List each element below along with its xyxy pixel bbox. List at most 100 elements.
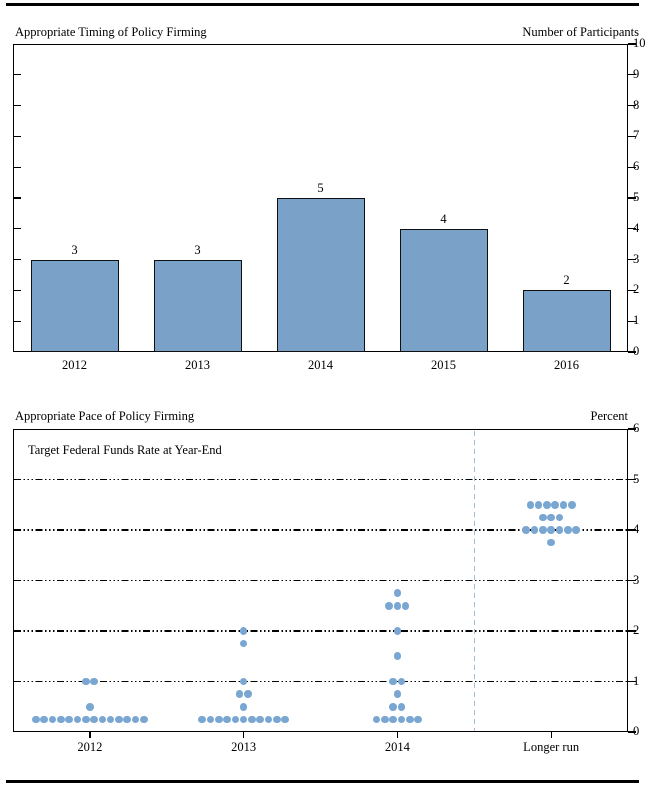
projection-dot (389, 702, 398, 711)
y-axis-tick (628, 630, 636, 632)
projection-dot (239, 639, 248, 648)
projection-dot (65, 715, 73, 724)
y-axis-tick-label: 5 (633, 471, 640, 486)
y-axis-tick (628, 289, 636, 292)
projection-dot (559, 500, 568, 509)
projection-dot (40, 715, 49, 724)
projection-dot (530, 526, 539, 534)
y-axis-tick (628, 428, 636, 430)
projection-dot (393, 627, 402, 635)
x-axis-category-label: 2012 (62, 358, 87, 372)
y-axis-tick-label: 5 (633, 189, 640, 204)
y-axis-tick-label: 0 (633, 723, 640, 738)
y-axis-tick-label: 4 (633, 220, 640, 235)
y-axis-tick (628, 135, 636, 138)
projection-dot (547, 538, 555, 547)
y-axis-tick (628, 680, 636, 683)
projection-dot (231, 715, 240, 724)
y-axis-tick (628, 74, 636, 76)
projection-dot (522, 526, 531, 534)
y-axis-tick-label: 1 (633, 673, 640, 688)
y-axis-inner-tick (13, 228, 21, 230)
bottom-divider-rule (6, 780, 639, 783)
projection-dot (393, 601, 402, 610)
bar-2013 (153, 259, 242, 352)
projection-dot (115, 715, 123, 724)
bar-2014 (276, 198, 365, 352)
projection-dot (534, 500, 543, 509)
projection-dot (264, 715, 273, 724)
y-axis-tick (628, 197, 636, 199)
projection-dot (57, 715, 65, 724)
gridline-5 (14, 478, 627, 481)
y-axis-tick (628, 351, 636, 353)
projection-dot (572, 526, 580, 534)
projection-dot (543, 500, 551, 509)
projection-dot (555, 526, 564, 534)
longer-run-separator-line (473, 430, 475, 731)
y-axis-tick-label: 6 (633, 420, 640, 435)
projection-dot (397, 702, 406, 711)
y-axis-inner-tick (13, 74, 21, 76)
y-axis-inner-tick (13, 105, 21, 107)
timing-axis-unit-label: Number of Participants (522, 25, 639, 39)
projection-dot (73, 715, 82, 724)
x-axis-category-label: 2012 (77, 740, 103, 754)
y-axis-inner-tick (13, 135, 21, 138)
bar-2015 (399, 228, 488, 352)
y-axis-tick-label: 6 (633, 159, 640, 174)
projection-dot (568, 500, 576, 509)
projection-dot (389, 677, 398, 686)
y-axis-tick-label: 8 (633, 97, 640, 112)
x-axis-tick (550, 732, 552, 738)
projection-dot (123, 715, 132, 724)
projection-dot (393, 652, 402, 661)
y-axis-tick-label: 4 (633, 521, 640, 536)
y-axis-tick-label: 1 (633, 313, 640, 328)
projection-dot (547, 526, 555, 534)
projection-dot (90, 715, 98, 724)
projection-dot (81, 677, 90, 686)
y-axis-inner-tick (13, 259, 21, 261)
x-axis-category-label: 2015 (431, 358, 456, 372)
y-axis-tick-label: 0 (633, 343, 640, 358)
projection-dot (106, 715, 115, 724)
projection-dot (223, 715, 231, 724)
projection-dot (239, 702, 248, 711)
projection-dot (539, 526, 547, 534)
projection-dot (547, 513, 555, 522)
x-axis-tick (243, 732, 245, 738)
y-axis-inner-tick (13, 289, 21, 292)
projection-dot (393, 589, 402, 597)
projection-dot (206, 715, 215, 724)
y-axis-tick (628, 478, 636, 481)
x-axis-category-label: 2013 (231, 740, 257, 754)
y-axis-tick (628, 43, 636, 45)
projection-dot (32, 715, 40, 724)
projection-dot (563, 526, 572, 534)
bar-value-label: 2 (563, 273, 570, 288)
y-axis-tick-label: 10 (633, 35, 645, 50)
projection-dot (414, 715, 422, 724)
projection-dot (397, 715, 406, 724)
y-axis-tick-label: 3 (633, 251, 640, 266)
y-axis-tick (628, 166, 636, 168)
projection-dot (381, 715, 389, 724)
projection-dot (385, 601, 393, 610)
projection-dot (48, 715, 57, 724)
projection-dot (98, 715, 107, 724)
projection-dot (372, 715, 381, 724)
projection-dot (243, 690, 252, 698)
y-axis-tick (628, 579, 636, 582)
projection-dot (256, 715, 265, 724)
y-axis-tick (628, 105, 636, 107)
projection-dot (281, 715, 289, 724)
pace-chart-title: Appropriate Pace of Policy Firming (15, 409, 195, 423)
x-axis-tick (89, 732, 91, 738)
projection-dot (401, 601, 410, 610)
y-axis-tick (628, 259, 636, 261)
projection-dot (526, 500, 535, 509)
pace-axis-unit-label: Percent (590, 409, 628, 423)
projection-dot (393, 690, 402, 698)
